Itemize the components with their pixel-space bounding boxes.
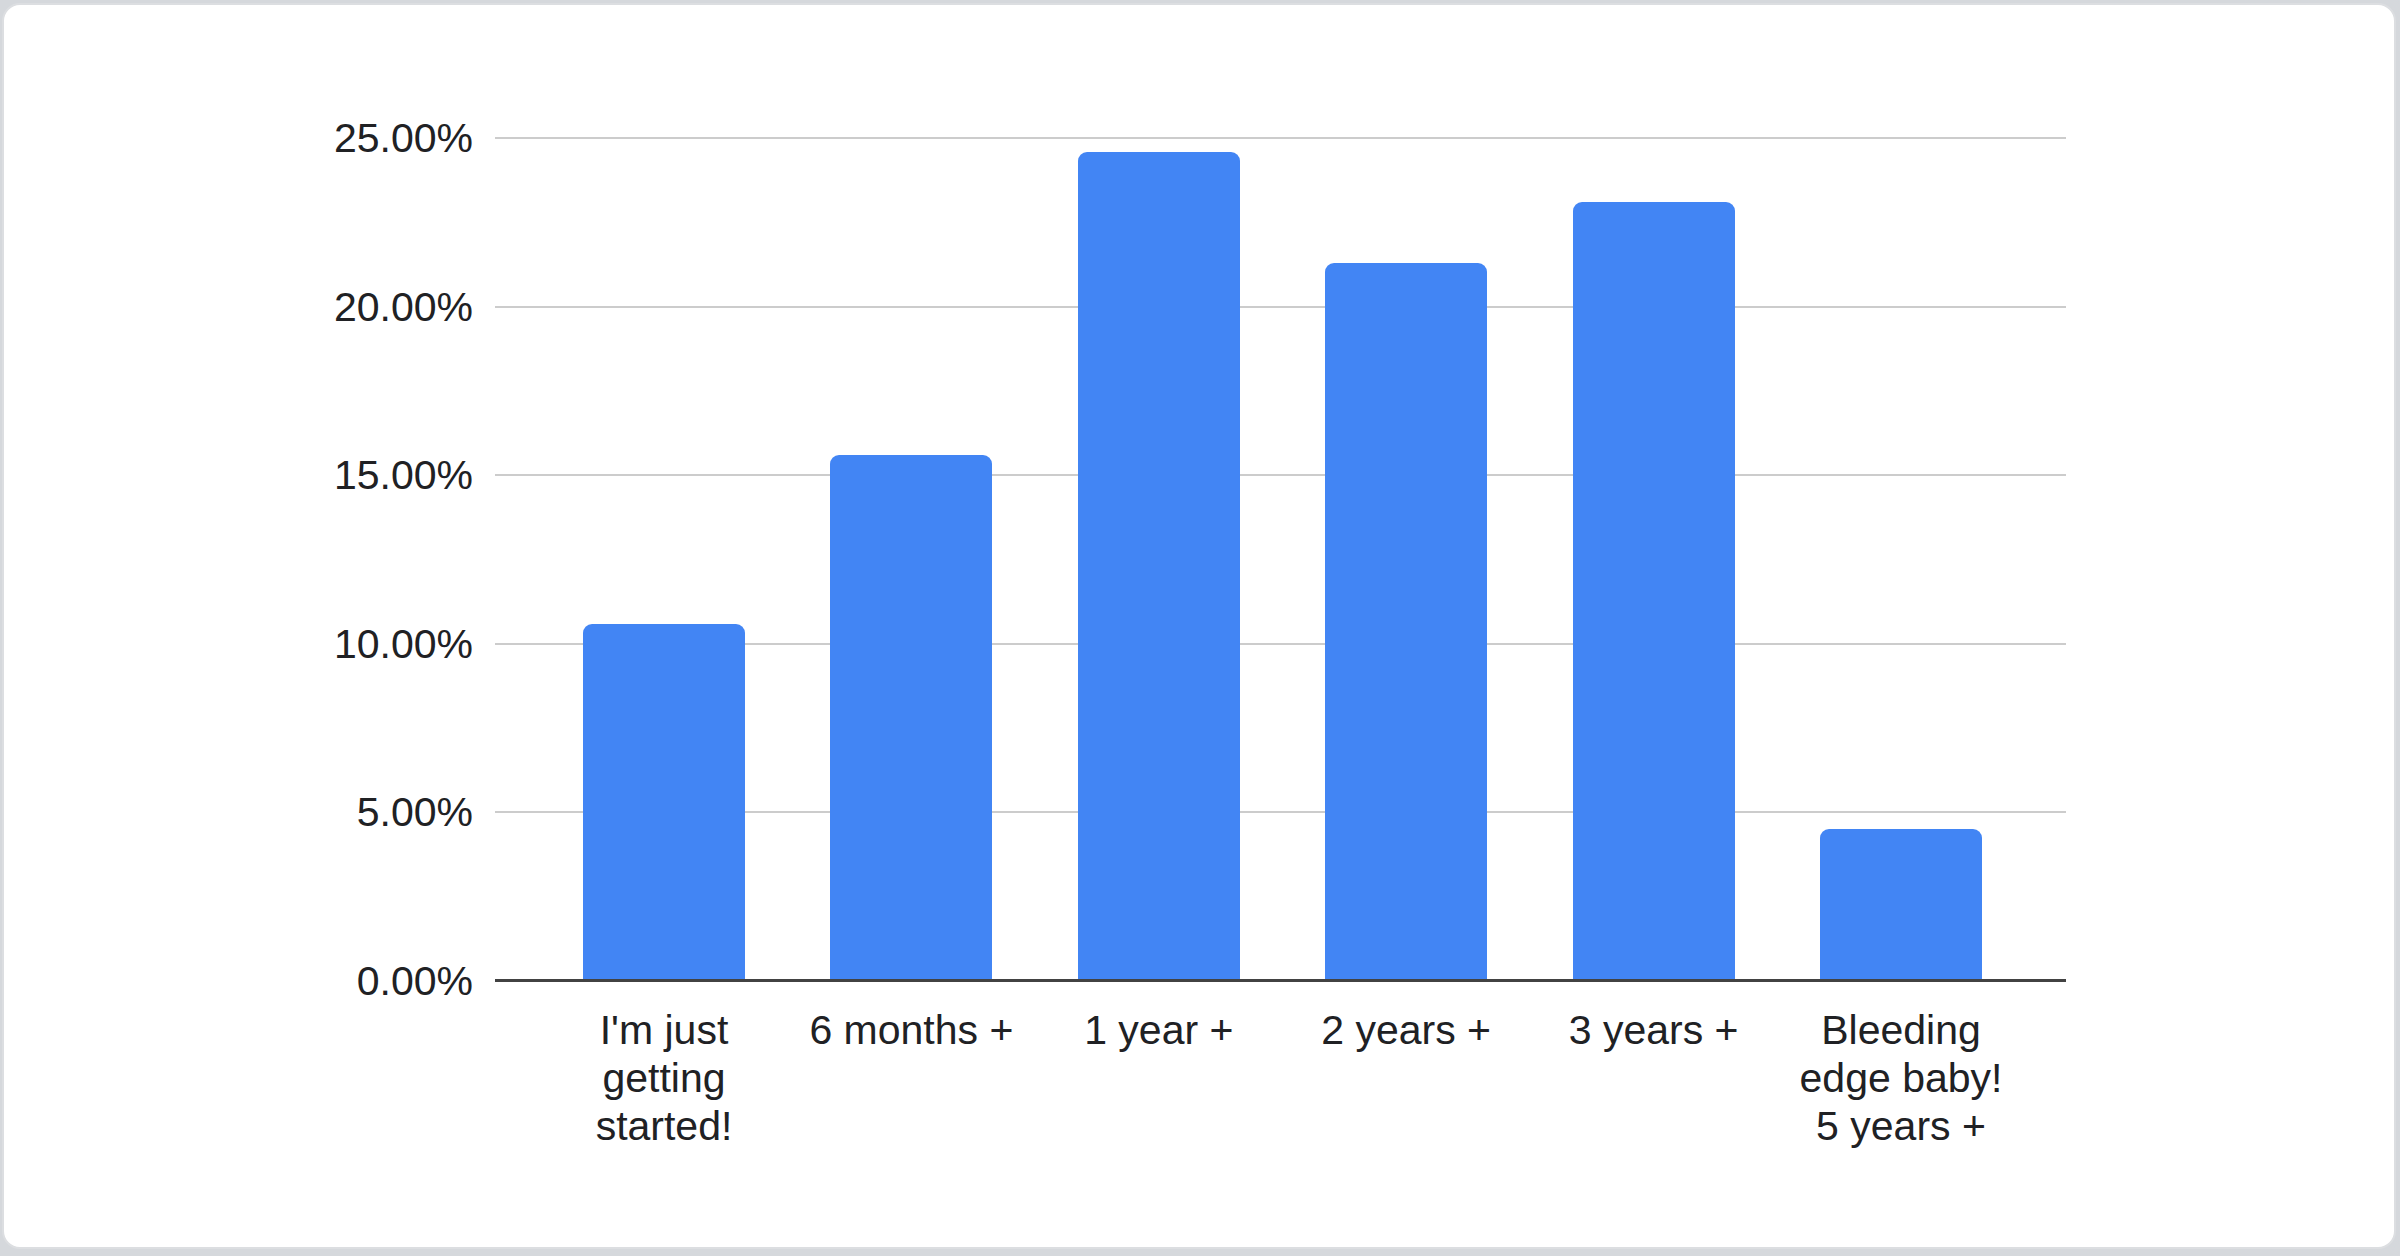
gridline — [495, 306, 2066, 308]
y-tick-label: 10.00% — [233, 620, 473, 668]
bar — [1325, 263, 1487, 981]
y-tick-label: 15.00% — [233, 451, 473, 499]
plot-area — [495, 138, 2066, 981]
x-tick-label: 1 year + — [1034, 1006, 1284, 1054]
bar — [1573, 202, 1735, 981]
bar — [1820, 829, 1982, 981]
x-tick-label-line: 2 years + — [1281, 1006, 1531, 1054]
y-tick-label: 25.00% — [233, 114, 473, 162]
bar — [583, 624, 745, 981]
y-tick-label: 5.00% — [233, 788, 473, 836]
x-tick-label-line: 1 year + — [1034, 1006, 1284, 1054]
y-tick-label: 0.00% — [233, 957, 473, 1005]
x-tick-label: 2 years + — [1281, 1006, 1531, 1054]
gridline — [495, 474, 2066, 476]
x-tick-label-line: 6 months + — [786, 1006, 1036, 1054]
bar — [1078, 152, 1240, 982]
x-tick-label: 3 years + — [1529, 1006, 1779, 1054]
x-tick-label-line: 3 years + — [1529, 1006, 1779, 1054]
x-tick-label-line: edge baby! — [1776, 1054, 2026, 1102]
x-axis-line — [495, 979, 2066, 982]
x-tick-label: I'm justgettingstarted! — [539, 1006, 789, 1150]
x-tick-label-line: Bleeding — [1776, 1006, 2026, 1054]
x-tick-label-line: getting — [539, 1054, 789, 1102]
x-tick-label: Bleedingedge baby!5 years + — [1776, 1006, 2026, 1150]
x-tick-label: 6 months + — [786, 1006, 1036, 1054]
x-tick-label-line: 5 years + — [1776, 1102, 2026, 1150]
gridline — [495, 137, 2066, 139]
bar-chart: 25.00% 20.00% 15.00% 10.00% 5.00% 0.00% I'm j… — [0, 0, 2400, 1256]
bar — [830, 455, 992, 981]
x-tick-label-line: I'm just — [539, 1006, 789, 1054]
y-tick-label: 20.00% — [233, 283, 473, 331]
x-tick-label-line: started! — [539, 1102, 789, 1150]
